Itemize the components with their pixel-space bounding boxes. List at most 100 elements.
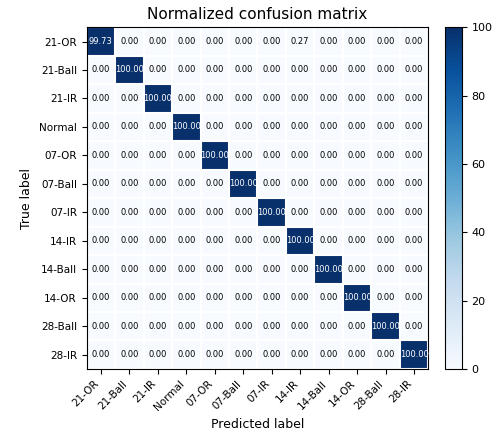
Text: 0.00: 0.00 — [234, 293, 252, 302]
Text: 0.00: 0.00 — [348, 265, 366, 274]
Text: 0.00: 0.00 — [120, 322, 139, 331]
Text: 0.00: 0.00 — [177, 265, 196, 274]
Text: 99.73: 99.73 — [89, 37, 113, 46]
Text: 0.00: 0.00 — [92, 151, 110, 160]
Text: 0.00: 0.00 — [177, 350, 196, 359]
Text: 0.00: 0.00 — [348, 37, 366, 46]
X-axis label: Predicted label: Predicted label — [211, 418, 304, 431]
Text: 100.00: 100.00 — [314, 265, 343, 274]
Text: 0.00: 0.00 — [376, 350, 395, 359]
Text: 0.00: 0.00 — [320, 37, 338, 46]
Text: 0.00: 0.00 — [262, 265, 281, 274]
Y-axis label: True label: True label — [20, 168, 34, 229]
Text: 0.00: 0.00 — [92, 208, 110, 217]
Text: 0.00: 0.00 — [92, 293, 110, 302]
Text: 100.00: 100.00 — [258, 208, 286, 217]
Text: 0.00: 0.00 — [262, 180, 281, 188]
Text: 0.00: 0.00 — [405, 66, 423, 74]
Text: 0.00: 0.00 — [262, 37, 281, 46]
Text: 0.00: 0.00 — [120, 151, 139, 160]
Text: 0.00: 0.00 — [177, 237, 196, 245]
Text: 100.00: 100.00 — [115, 66, 144, 74]
Text: 0.00: 0.00 — [348, 180, 366, 188]
Text: 0.00: 0.00 — [291, 123, 310, 131]
Text: 0.00: 0.00 — [148, 180, 167, 188]
Text: 0.00: 0.00 — [320, 350, 338, 359]
Text: 0.00: 0.00 — [120, 94, 139, 103]
Text: 0.00: 0.00 — [148, 208, 167, 217]
Text: 0.00: 0.00 — [376, 94, 395, 103]
Text: 0.00: 0.00 — [320, 208, 338, 217]
Text: 0.00: 0.00 — [291, 293, 310, 302]
Text: 0.00: 0.00 — [120, 265, 139, 274]
Text: 0.00: 0.00 — [234, 37, 252, 46]
Text: 100.00: 100.00 — [172, 123, 201, 131]
Text: 0.00: 0.00 — [92, 123, 110, 131]
Text: 0.00: 0.00 — [120, 208, 139, 217]
Text: 100.00: 100.00 — [229, 180, 258, 188]
Text: 0.00: 0.00 — [376, 293, 395, 302]
Text: 0.00: 0.00 — [348, 123, 366, 131]
Text: 0.00: 0.00 — [148, 293, 167, 302]
Text: 0.00: 0.00 — [206, 66, 224, 74]
Text: 100.00: 100.00 — [286, 237, 314, 245]
Text: 0.00: 0.00 — [148, 66, 167, 74]
Text: 0.00: 0.00 — [376, 208, 395, 217]
Text: 0.00: 0.00 — [234, 151, 252, 160]
Text: 0.00: 0.00 — [206, 123, 224, 131]
Text: 0.00: 0.00 — [92, 237, 110, 245]
Text: 0.00: 0.00 — [120, 37, 139, 46]
Text: 0.00: 0.00 — [262, 123, 281, 131]
Text: 0.00: 0.00 — [206, 37, 224, 46]
Text: 0.00: 0.00 — [291, 180, 310, 188]
Text: 0.00: 0.00 — [148, 237, 167, 245]
Text: 0.00: 0.00 — [177, 293, 196, 302]
Text: 0.00: 0.00 — [234, 66, 252, 74]
Text: 0.00: 0.00 — [291, 350, 310, 359]
Text: 0.00: 0.00 — [234, 265, 252, 274]
Text: 0.00: 0.00 — [405, 151, 423, 160]
Text: 0.00: 0.00 — [405, 37, 423, 46]
Text: 0.00: 0.00 — [405, 208, 423, 217]
Text: 0.00: 0.00 — [206, 293, 224, 302]
Text: 0.00: 0.00 — [291, 66, 310, 74]
Text: 0.00: 0.00 — [148, 151, 167, 160]
Text: 0.00: 0.00 — [320, 66, 338, 74]
Text: 0.00: 0.00 — [177, 208, 196, 217]
Text: 0.00: 0.00 — [348, 322, 366, 331]
Text: 0.00: 0.00 — [405, 180, 423, 188]
Text: 0.00: 0.00 — [148, 322, 167, 331]
Text: 0.00: 0.00 — [177, 66, 196, 74]
Text: 0.00: 0.00 — [206, 322, 224, 331]
Text: 0.00: 0.00 — [348, 66, 366, 74]
Text: 0.00: 0.00 — [234, 123, 252, 131]
Text: 0.00: 0.00 — [348, 94, 366, 103]
Text: 0.00: 0.00 — [234, 208, 252, 217]
Text: 0.00: 0.00 — [348, 237, 366, 245]
Text: 0.00: 0.00 — [376, 37, 395, 46]
Text: 0.00: 0.00 — [148, 350, 167, 359]
Text: 0.00: 0.00 — [234, 94, 252, 103]
Text: 100.00: 100.00 — [144, 94, 172, 103]
Text: 0.00: 0.00 — [320, 180, 338, 188]
Text: 0.00: 0.00 — [320, 123, 338, 131]
Text: 0.00: 0.00 — [291, 265, 310, 274]
Text: 0.00: 0.00 — [92, 350, 110, 359]
Text: 0.00: 0.00 — [376, 66, 395, 74]
Text: 0.00: 0.00 — [291, 151, 310, 160]
Text: 100.00: 100.00 — [200, 151, 229, 160]
Text: 0.00: 0.00 — [234, 350, 252, 359]
Text: 0.00: 0.00 — [120, 123, 139, 131]
Text: 0.00: 0.00 — [405, 123, 423, 131]
Text: 0.00: 0.00 — [148, 37, 167, 46]
Text: 0.00: 0.00 — [206, 180, 224, 188]
Text: 0.00: 0.00 — [177, 37, 196, 46]
Text: 0.00: 0.00 — [177, 180, 196, 188]
Text: 0.00: 0.00 — [376, 123, 395, 131]
Text: 0.00: 0.00 — [262, 322, 281, 331]
Text: 0.00: 0.00 — [348, 350, 366, 359]
Text: 0.00: 0.00 — [177, 322, 196, 331]
Text: 0.00: 0.00 — [92, 66, 110, 74]
Text: 0.00: 0.00 — [262, 293, 281, 302]
Text: 0.00: 0.00 — [405, 265, 423, 274]
